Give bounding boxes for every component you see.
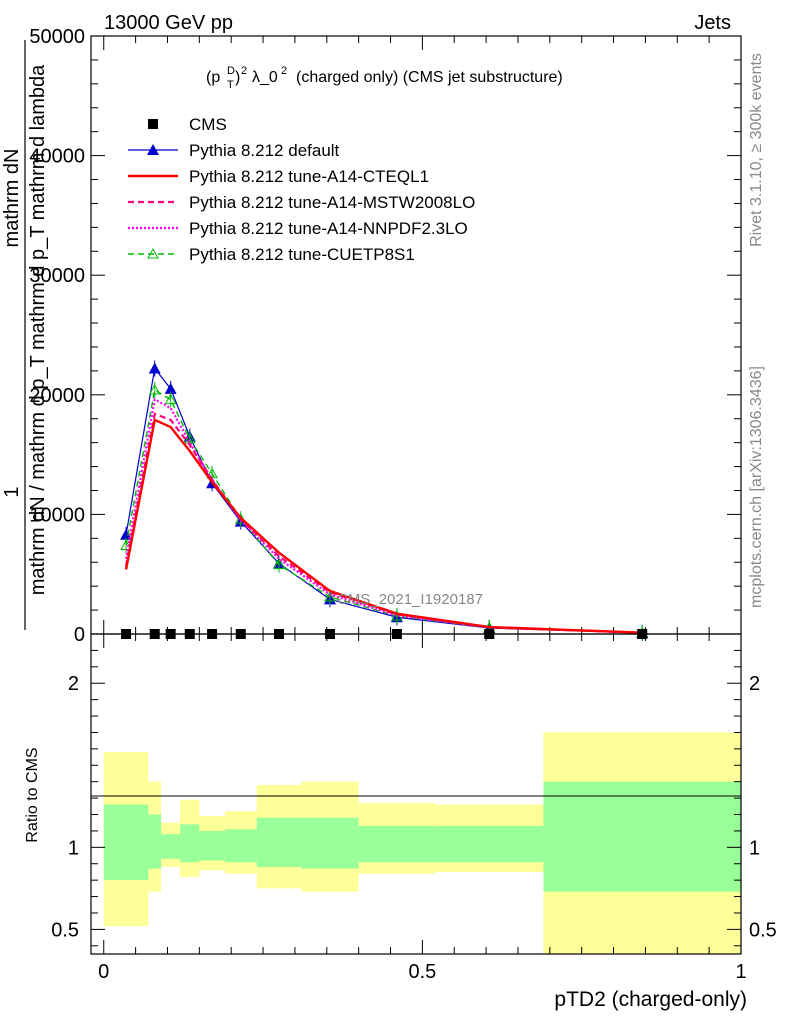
mcplots-label: mcplots.cern.ch [arXiv:1306.3436] bbox=[748, 366, 765, 608]
ratio-ticks: 0 0.5 10.5 0.51 12 2 bbox=[51, 634, 777, 983]
ratio-tick-label-right: 1 bbox=[749, 837, 760, 859]
y-tick-label: 20000 bbox=[29, 385, 85, 407]
ratio-green-band bbox=[435, 826, 544, 863]
legend-label-mstw: Pythia 8.212 tune-A14-MSTW2008LO bbox=[189, 193, 475, 212]
ratio-tick-label-right: 2 bbox=[749, 673, 760, 695]
svg-text:2: 2 bbox=[241, 65, 247, 77]
ratio-tick-label: 0.5 bbox=[51, 919, 79, 941]
legend-label-nnpdf: Pythia 8.212 tune-A14-NNPDF2.3LO bbox=[189, 219, 468, 238]
ratio-green-band bbox=[224, 829, 257, 863]
y-label-numerator: 1 bbox=[1, 486, 23, 497]
point-default bbox=[148, 362, 161, 374]
point-cuetp bbox=[324, 590, 336, 602]
main-panel: 0 10000 20000 30000 40000 50000 CMS_2021_I192… bbox=[29, 26, 742, 646]
ratio-y-label: Ratio to CMS bbox=[24, 747, 41, 842]
ratio-green-band bbox=[199, 830, 225, 861]
ratio-green-band bbox=[180, 824, 200, 863]
ratio-panel-frame-bg bbox=[91, 36, 741, 634]
x-tick-label: 0.5 bbox=[408, 961, 436, 983]
ratio-green-band bbox=[103, 804, 149, 881]
main-curves bbox=[120, 360, 649, 641]
watermark: CMS_2021_I1920187 bbox=[337, 591, 483, 608]
legend-marker-cuetp bbox=[147, 247, 159, 259]
ratio-green-band bbox=[148, 814, 162, 869]
svg-text:): ) bbox=[235, 69, 240, 86]
svg-text:T: T bbox=[227, 79, 234, 91]
point-cuetp bbox=[273, 558, 285, 570]
ratio-panel: 0 0.5 10.5 0.51 12 2 bbox=[51, 633, 777, 983]
svg-text:D: D bbox=[227, 65, 235, 77]
legend-label-default: Pythia 8.212 default bbox=[189, 141, 340, 160]
legend-label-cuetp: Pythia 8.212 tune-CUETP8S1 bbox=[189, 245, 415, 264]
x-tick-label: 0 bbox=[98, 961, 109, 983]
y-tick-label: 10000 bbox=[29, 504, 85, 526]
legend-marker-default bbox=[147, 144, 159, 155]
legend-label-cteql1: Pythia 8.212 tune-A14-CTEQL1 bbox=[189, 167, 429, 186]
ratio-tick-label: 1 bbox=[68, 837, 79, 859]
y-label-denominator: mathrm dN / mathrm d p_T mathrm d p_T ma… bbox=[27, 64, 49, 595]
ratio-green-band bbox=[358, 826, 436, 863]
y-axis-label: 1 mathrm dN mathrm dN / mathrm d p_T mat… bbox=[1, 40, 49, 630]
header-energy: 13000 GeV pp bbox=[104, 12, 233, 34]
svg-text:(charged only) (CMS jet substr: (charged only) (CMS jet substructure) bbox=[296, 69, 563, 86]
y-tick-label: 0 bbox=[74, 624, 85, 646]
main-ticks: 0 10000 20000 30000 40000 50000 bbox=[29, 26, 742, 646]
point-cuetp bbox=[164, 393, 177, 405]
legend-marker-data bbox=[148, 119, 158, 129]
y-tick-label: 50000 bbox=[29, 26, 85, 48]
legend-label-data: CMS bbox=[189, 115, 227, 134]
x-axis-label: pTD2 (charged-only) bbox=[554, 988, 747, 1011]
svg-text:(p: (p bbox=[206, 69, 220, 86]
y-tick-label: 40000 bbox=[29, 146, 85, 168]
legend: CMS Pythia 8.212 default Pythia 8.212 tune… bbox=[128, 115, 475, 264]
y-tick-label: 30000 bbox=[29, 265, 85, 287]
series-line-cteql1 bbox=[124, 418, 643, 634]
ratio-panel-frame bbox=[90, 633, 742, 955]
ratio-green-band bbox=[256, 817, 302, 868]
ratio-tick-label-right: 0.5 bbox=[749, 919, 777, 941]
plot-title: (p T D ) 2 λ_0 2 (charged only) (CMS jet… bbox=[206, 65, 563, 91]
svg-text:2: 2 bbox=[281, 65, 287, 77]
ratio-bands bbox=[103, 732, 741, 954]
rivet-label: Rivet 3.1.10, ≥ 300k events bbox=[748, 53, 765, 247]
y-label-fraction-top: mathrm dN bbox=[1, 149, 23, 248]
ratio-green-band bbox=[301, 817, 359, 869]
point-cuetp bbox=[183, 433, 196, 444]
x-tick-label: 1 bbox=[735, 961, 746, 983]
ratio-green-band bbox=[543, 781, 741, 892]
svg-text:λ_0: λ_0 bbox=[252, 69, 278, 86]
ratio-green-band bbox=[161, 834, 181, 859]
header-category: Jets bbox=[694, 12, 731, 34]
point-cuetp bbox=[148, 383, 161, 395]
ratio-tick-label: 2 bbox=[68, 673, 79, 695]
point-default bbox=[164, 382, 177, 394]
